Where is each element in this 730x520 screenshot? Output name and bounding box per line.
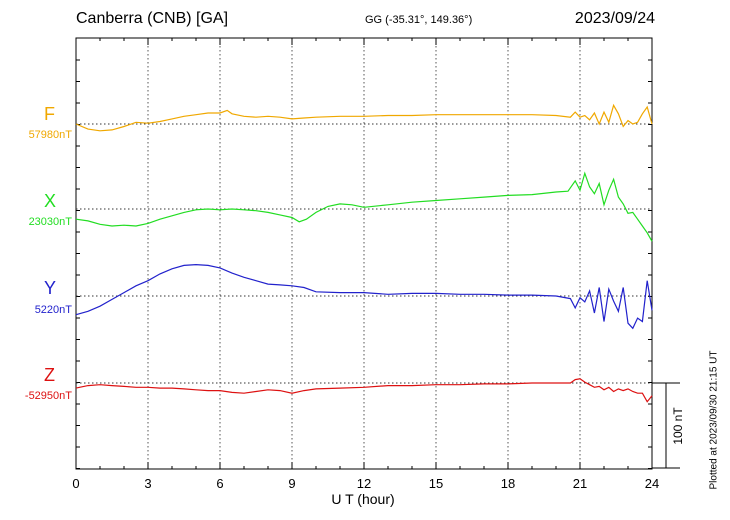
x-tick-label: 12 bbox=[356, 476, 372, 491]
channel-y-baseline: 5220nT bbox=[34, 304, 72, 316]
series-line-f bbox=[75, 103, 653, 132]
channel-f-letter: F bbox=[44, 104, 55, 124]
series-line-y bbox=[75, 263, 653, 330]
channel-z-letter: Z bbox=[44, 365, 55, 385]
x-tick-label: 0 bbox=[72, 476, 80, 491]
series-line-z bbox=[75, 378, 653, 403]
x-tick-label: 15 bbox=[428, 476, 444, 491]
x-tick-label: 9 bbox=[288, 476, 296, 491]
series-line-x bbox=[75, 171, 653, 242]
station-title: Canberra (CNB) [GA] bbox=[76, 10, 229, 27]
channel-x-baseline: 23030nT bbox=[28, 216, 72, 228]
x-tick-label: 6 bbox=[216, 476, 224, 491]
plotted-timestamp-note: Plotted at 2023/09/30 21:15 UT bbox=[708, 350, 720, 490]
channel-x-letter: X bbox=[44, 191, 57, 211]
x-tick-label: 18 bbox=[500, 476, 516, 491]
scale-bar-label: 100 nT bbox=[671, 407, 685, 445]
channel-z-baseline: -52950nT bbox=[24, 390, 72, 402]
channel-y-letter: Y bbox=[44, 278, 57, 298]
x-tick-label: 3 bbox=[144, 476, 152, 491]
x-tick-label: 24 bbox=[644, 476, 660, 491]
channel-f-baseline: 57980nT bbox=[28, 129, 72, 141]
plot-date: 2023/09/24 bbox=[574, 10, 655, 27]
geographic-coordinates: GG (-35.31°, 149.36°) bbox=[365, 14, 473, 26]
x-tick-label: 21 bbox=[572, 476, 588, 491]
x-axis-label: U T (hour) bbox=[331, 491, 395, 507]
